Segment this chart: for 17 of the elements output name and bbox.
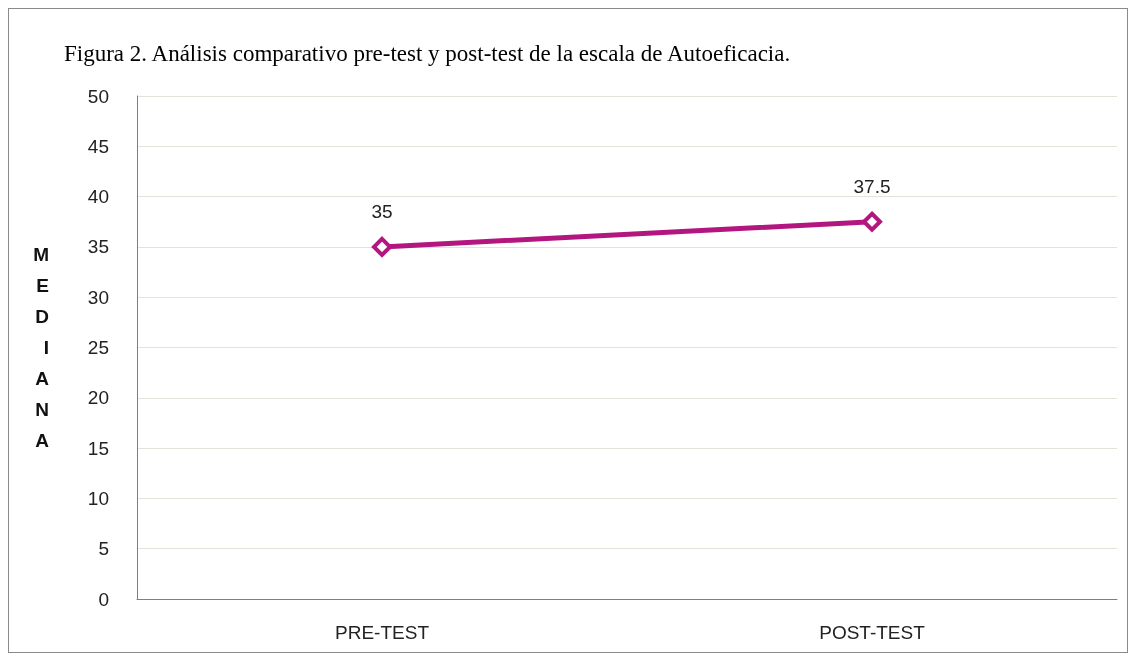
chart-title: Figura 2. Análisis comparativo pre-test y post-test de la escala de Autoeficacia.	[64, 41, 791, 66]
y-tick-label: 40	[87, 186, 109, 208]
y-tick-label: 50	[87, 85, 109, 107]
x-tick-label: POST-TEST	[819, 622, 926, 643]
y-tick-label: 30	[87, 286, 109, 308]
data-label: 37.5	[853, 175, 891, 197]
y-tick-label: 0	[98, 588, 109, 610]
y-tick-label: 10	[87, 487, 109, 509]
y-tick-label: 45	[87, 135, 109, 157]
y-tick-label: 20	[87, 387, 109, 409]
y-tick-label: 5	[98, 538, 109, 560]
y-axis-title: MEDIANA	[33, 244, 50, 451]
data-label: 35	[371, 200, 393, 222]
x-tick-label: PRE-TEST	[335, 622, 430, 643]
y-tick-label: 15	[87, 437, 109, 459]
y-tick-label: 35	[87, 236, 109, 258]
y-tick-label: 25	[87, 337, 109, 358]
